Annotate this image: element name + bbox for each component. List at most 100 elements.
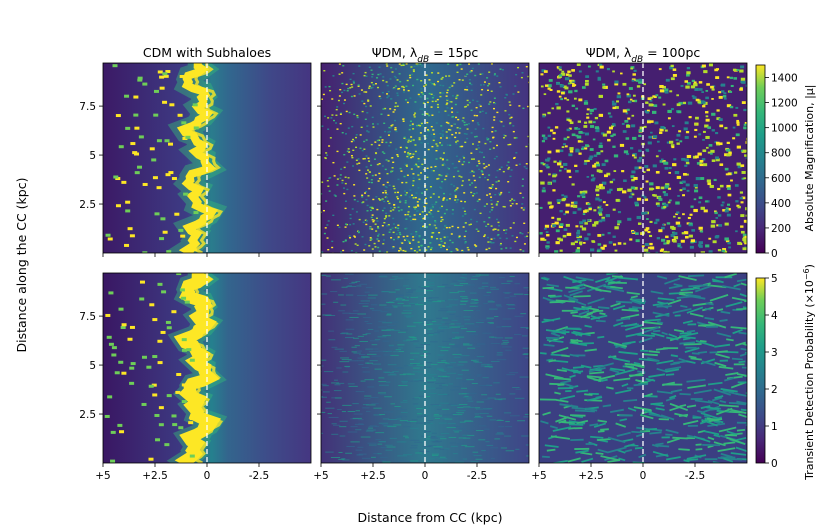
probability-streak	[408, 273, 418, 275]
magnification-speck	[441, 158, 444, 160]
magnification-speck	[368, 245, 371, 247]
magnification-speck	[410, 247, 413, 250]
magnification-speck	[465, 133, 468, 135]
probability-streak	[472, 451, 479, 453]
magnification-speck	[638, 78, 643, 82]
magnification-speck	[402, 120, 405, 122]
magnification-speck	[623, 179, 627, 183]
magnification-speck	[426, 176, 429, 179]
magnification-speck	[334, 195, 337, 197]
magnification-speck	[411, 156, 414, 158]
magnification-speck	[420, 220, 423, 222]
magnification-speck	[392, 231, 395, 234]
probability-streak	[397, 367, 404, 369]
caustic-filament	[634, 446, 643, 450]
magnification-speck	[377, 227, 380, 229]
magnification-speck	[611, 102, 617, 106]
probability-streak	[473, 326, 479, 328]
probability-streak	[495, 393, 501, 395]
probability-streak	[442, 414, 453, 416]
probability-streak	[313, 372, 319, 373]
probability-streak	[509, 415, 520, 417]
magnification-speck	[448, 124, 451, 126]
magnification-speck	[379, 73, 382, 75]
magnification-speck	[418, 236, 421, 238]
y-tick-label: 7.5	[79, 101, 96, 113]
magnification-speck	[605, 214, 610, 218]
probability-streak	[476, 401, 484, 403]
magnification-speck	[426, 113, 429, 115]
probability-streak	[393, 408, 402, 410]
caustic-filament	[555, 325, 569, 332]
caustic-filament	[616, 317, 630, 322]
probability-streak	[359, 283, 367, 285]
magnification-speck	[552, 174, 557, 178]
probability-streak	[433, 448, 441, 450]
probability-streak	[431, 320, 437, 322]
magnification-speck	[627, 217, 632, 221]
magnification-speck	[316, 168, 318, 169]
magnification-speck	[544, 84, 549, 87]
magnification-speck	[431, 207, 434, 209]
magnification-speck	[570, 201, 574, 204]
magnification-speck	[324, 115, 327, 118]
magnification-speck	[439, 207, 442, 209]
subhalo-spot	[129, 234, 135, 238]
subhalo-spot	[158, 406, 164, 410]
magnification-speck	[318, 216, 320, 217]
probability-streak	[474, 361, 483, 363]
caustic-filament	[707, 436, 715, 441]
magnification-speck	[691, 95, 695, 98]
magnification-speck	[385, 159, 388, 161]
magnification-speck	[698, 201, 702, 204]
probability-streak	[386, 313, 392, 315]
caustic-filament	[586, 396, 603, 402]
magnification-speck	[565, 203, 570, 207]
probability-streak	[358, 353, 366, 355]
magnification-speck	[329, 137, 332, 139]
magnification-speck	[381, 139, 384, 141]
magnification-speck	[470, 218, 473, 221]
magnification-speck	[584, 132, 589, 136]
probability-streak	[521, 335, 528, 337]
magnification-speck	[615, 198, 620, 202]
caustic-filament	[672, 308, 692, 314]
magnification-speck	[562, 197, 567, 201]
magnification-speck	[365, 173, 368, 175]
probability-streak	[464, 420, 474, 422]
magnification-speck	[398, 63, 401, 65]
probability-streak	[430, 341, 438, 343]
magnification-speck	[360, 89, 363, 91]
magnification-speck	[415, 233, 418, 235]
probability-streak	[404, 422, 411, 424]
probability-streak	[412, 371, 420, 373]
magnification-speck	[508, 113, 511, 116]
magnification-speck	[685, 183, 690, 187]
magnification-speck	[392, 209, 395, 211]
magnification-speck	[566, 118, 570, 121]
magnification-speck	[378, 199, 381, 201]
magnification-speck	[370, 181, 373, 184]
magnification-speck	[451, 213, 454, 215]
magnification-speck	[430, 235, 433, 238]
probability-streak	[378, 384, 389, 386]
magnification-speck	[724, 126, 728, 130]
subhalo-spot	[124, 243, 130, 247]
magnification-speck	[487, 138, 490, 140]
magnification-speck	[412, 180, 415, 182]
magnification-speck	[682, 187, 686, 191]
probability-streak	[398, 350, 405, 352]
magnification-speck	[595, 163, 601, 167]
subhalo-spot	[162, 230, 168, 234]
magnification-speck	[698, 245, 703, 248]
caustic-filament	[602, 404, 612, 408]
caustic-filament	[586, 375, 602, 379]
caustic-filament	[746, 434, 747, 440]
probability-streak	[488, 299, 493, 301]
magnification-speck	[689, 213, 693, 216]
probability-streak	[476, 356, 485, 358]
probability-streak	[444, 287, 451, 289]
magnification-speck	[387, 200, 390, 203]
magnification-speck	[606, 190, 611, 194]
probability-streak	[331, 279, 341, 281]
